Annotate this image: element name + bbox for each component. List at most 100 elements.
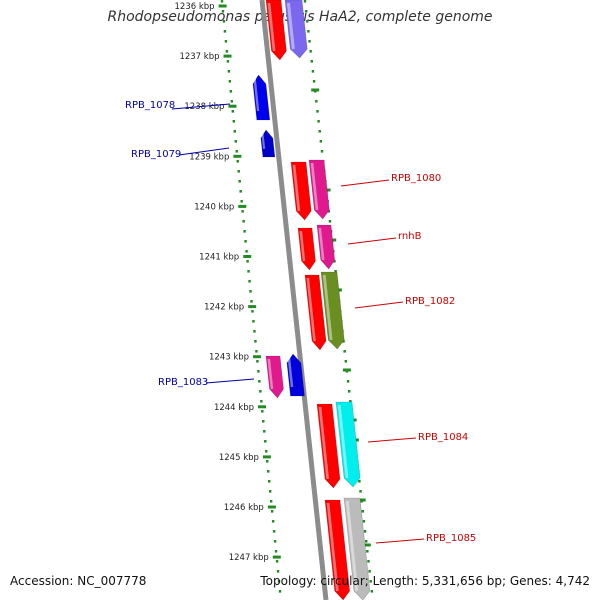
outer-guide-dot xyxy=(344,360,347,363)
outer-guide-dot xyxy=(318,130,321,133)
outer-guide-dot xyxy=(304,10,308,13)
gene-highlight xyxy=(267,2,276,52)
gene-highlight xyxy=(267,358,274,390)
outer-guide-dot xyxy=(327,210,330,213)
outer-guide-dot xyxy=(366,550,369,553)
outer-guide-dot xyxy=(312,80,316,83)
scale-guide-dot xyxy=(228,80,232,83)
scale-guide-dot xyxy=(277,580,281,583)
scale-guide-dot xyxy=(231,110,235,113)
scale-guide-dot xyxy=(240,200,243,203)
tick-label: 1245 kbp xyxy=(219,453,259,463)
gene-arrow xyxy=(324,499,351,600)
scale-guide-dot xyxy=(259,390,262,393)
outer-guide-dot xyxy=(306,20,309,23)
gene-arrow xyxy=(284,0,308,59)
gene-label: RPB_1079 xyxy=(131,149,181,160)
tick-label: 1237 kbp xyxy=(179,52,219,62)
outer-guide-dot xyxy=(346,380,350,383)
scale-guide-dot xyxy=(244,240,247,243)
outer-guide-dot xyxy=(343,350,346,353)
scale-guide-dot xyxy=(224,40,228,43)
scale-guide-dot xyxy=(233,130,236,133)
gene-label: RPB_1085 xyxy=(426,533,476,544)
outer-guide-dot xyxy=(358,480,361,483)
gene-arrow xyxy=(290,161,312,221)
scale-guide-dot xyxy=(249,290,252,293)
scale-guide-dot xyxy=(230,100,234,103)
scale-guide-dot xyxy=(256,360,259,363)
scale-guide-dot xyxy=(235,150,238,153)
gene-label: RPB_1078 xyxy=(125,100,175,111)
tick-mark xyxy=(258,405,267,409)
outer-guide-dot xyxy=(368,570,371,573)
scale-guide-dot xyxy=(243,230,246,233)
scale-guide-dot xyxy=(225,50,229,53)
gene-highlight xyxy=(318,406,330,480)
scale-guide-dot xyxy=(245,250,248,253)
tick-label: 1240 kbp xyxy=(194,202,234,212)
scale-guide-dot xyxy=(266,460,269,463)
outer-guide-dot xyxy=(370,590,374,593)
tick-mark xyxy=(253,355,262,359)
outer-guide-dot xyxy=(362,520,366,523)
scale-guide-dot xyxy=(248,280,251,283)
scale-guide-dot xyxy=(255,350,258,353)
accession-text: Accession: NC_007778 xyxy=(10,574,147,588)
gene-leader-line xyxy=(340,179,390,187)
scale-guide-dot xyxy=(274,550,278,553)
gene-arrow xyxy=(265,355,284,399)
scale-guide-dot xyxy=(262,420,265,423)
scale-guide-dot xyxy=(261,410,264,413)
gene-arrow xyxy=(343,497,371,600)
outer-guide-dot xyxy=(307,30,310,33)
tick-label: 1238 kbp xyxy=(184,102,224,112)
gene-highlight xyxy=(310,162,319,211)
scale-guide-dot xyxy=(220,0,224,3)
scale-guide-dot xyxy=(246,260,249,263)
scale-guide-dot xyxy=(254,340,257,343)
scale-guide-dot xyxy=(250,300,253,303)
scale-guide-dot xyxy=(270,510,274,513)
gene-highlight xyxy=(253,77,260,112)
scale-guide-dot xyxy=(273,540,277,543)
outer-guide-dot xyxy=(319,140,323,143)
gene-leader-line xyxy=(347,237,397,245)
outer-guide-dot xyxy=(316,110,319,113)
tick-mark xyxy=(243,255,252,258)
gene-arrow xyxy=(260,129,276,158)
tick-label: 1241 kbp xyxy=(199,253,239,263)
gene-highlight xyxy=(299,230,306,262)
gene-arrow xyxy=(265,0,287,61)
tick-mark xyxy=(238,204,247,208)
gene-arrow xyxy=(308,159,330,220)
scale-guide-dot xyxy=(223,30,227,33)
scale-guide-dot xyxy=(276,570,280,573)
gene-labels: RPB_1078 RPB_1079 RPB_1080 rnhB RPB_1082 RPB_… xyxy=(125,100,476,544)
gene-arrow xyxy=(316,403,341,489)
scale-guide-dot xyxy=(260,400,263,403)
gene-highlight xyxy=(345,500,359,592)
tick-label: 1242 kbp xyxy=(204,303,244,313)
tick-mark xyxy=(223,54,232,58)
gene-highlight xyxy=(287,356,294,388)
scale-guide-dot xyxy=(238,180,241,183)
genome-backbone xyxy=(259,0,329,600)
scale-guide-dot xyxy=(227,70,231,73)
scale-guide-dot xyxy=(251,310,254,313)
scale-guide-dot xyxy=(258,380,261,383)
gene-leader-line xyxy=(367,437,417,443)
scale-guide-dot xyxy=(267,470,270,473)
gene-arrow xyxy=(304,274,327,351)
tick-mark xyxy=(248,305,257,309)
gene-label: RPB_1084 xyxy=(418,432,468,443)
outer-guide-dot xyxy=(315,100,318,103)
track-guides xyxy=(220,0,374,593)
outer-guide-dot xyxy=(349,400,352,403)
tick-label: 1239 kbp xyxy=(189,152,229,162)
scale-guide-dot xyxy=(268,480,271,483)
tick-mark xyxy=(218,4,227,8)
gene-leader-line xyxy=(354,301,404,309)
scale-guide-dot xyxy=(271,520,275,523)
